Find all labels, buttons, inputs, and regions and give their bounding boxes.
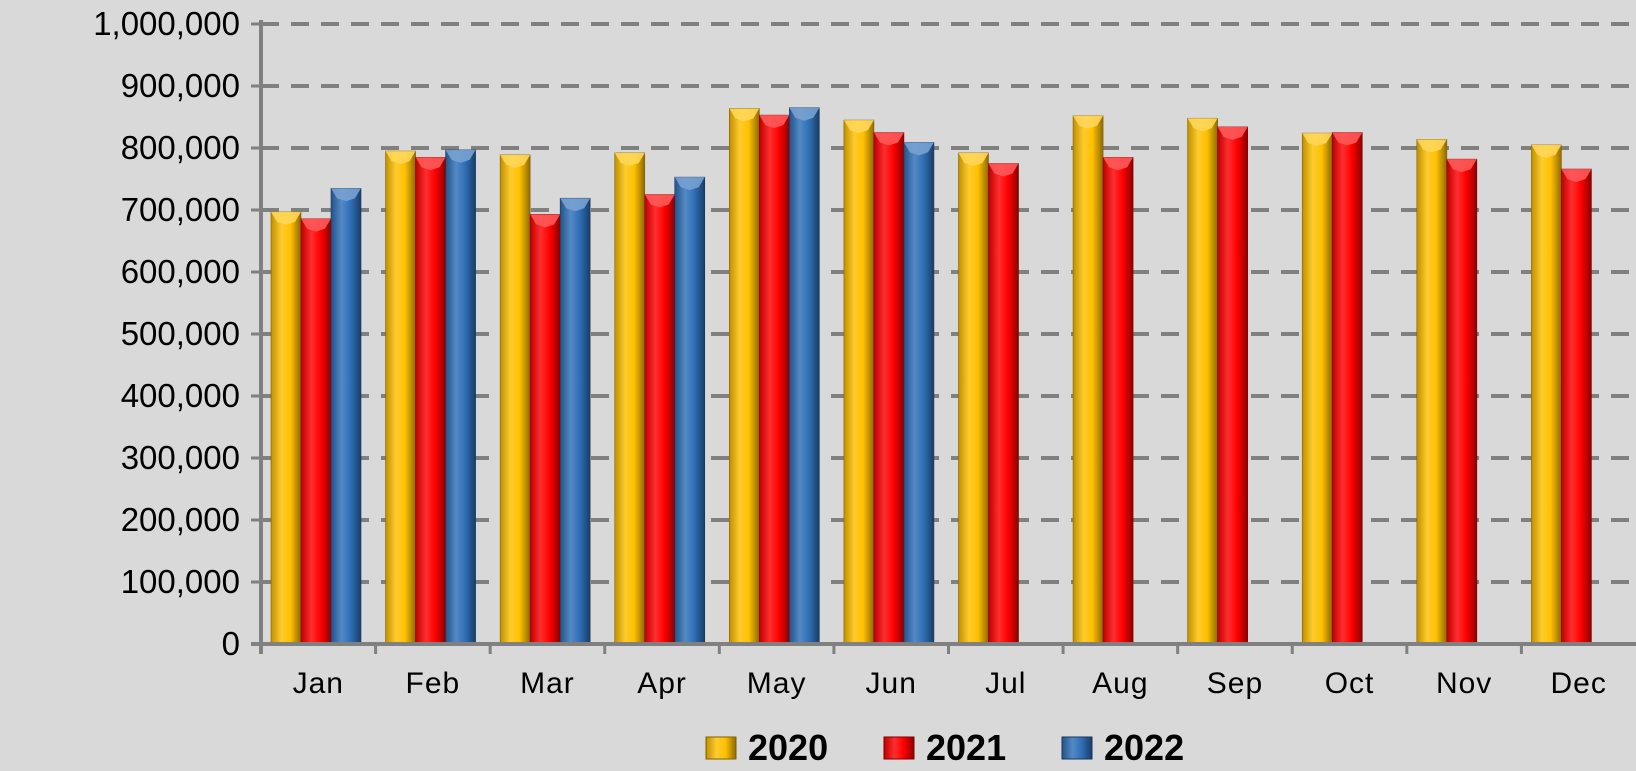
x-tick-label: Nov xyxy=(1436,667,1492,700)
y-tick-label: 1,000,000 xyxy=(93,5,240,42)
bar-2020-Oct xyxy=(1301,132,1333,645)
x-tick-label: Feb xyxy=(406,667,461,700)
bar-2021-Jan xyxy=(300,218,332,645)
bar-cap xyxy=(1217,126,1248,140)
bar-2021-Jun xyxy=(873,132,905,645)
bar-2020-Jun xyxy=(843,119,875,645)
x-tick-label: Jan xyxy=(293,667,344,700)
bar-cap xyxy=(1187,118,1218,132)
bar-cap xyxy=(445,149,476,163)
axes: 0 100,000 200,000 300,000 400,000 500,000 600,… xyxy=(93,5,1636,700)
bar-2021-Jul xyxy=(988,163,1019,645)
bar-2021-Oct xyxy=(1331,132,1363,645)
x-tick-label: May xyxy=(747,667,807,700)
y-tick-label: 900,000 xyxy=(121,67,240,104)
y-tick-label: 300,000 xyxy=(121,439,240,476)
legend-label-2020: 2020 xyxy=(748,727,828,766)
x-tick-label: Aug xyxy=(1092,667,1148,700)
legend-swatch-2020 xyxy=(705,736,737,760)
bar-cap xyxy=(530,214,561,228)
bar-2020-Feb xyxy=(385,150,416,645)
bar-cap xyxy=(729,108,760,122)
y-tick-label: 500,000 xyxy=(121,315,240,352)
bar-2022-May xyxy=(789,107,820,645)
legend-label-2022: 2022 xyxy=(1104,727,1184,766)
bar-2020-Nov xyxy=(1416,139,1448,645)
bar-cap xyxy=(988,163,1019,177)
y-tick-label: 400,000 xyxy=(121,377,240,414)
bar-cap xyxy=(1332,132,1363,146)
x-tick-label: Mar xyxy=(520,667,575,700)
bars xyxy=(270,107,1592,645)
bar-2021-Feb xyxy=(415,157,446,645)
bar-2021-Dec xyxy=(1561,168,1592,645)
bar-2020-Jul xyxy=(958,152,989,645)
bar-cap xyxy=(1446,159,1477,173)
legend: 2020 2021 2022 xyxy=(705,727,1184,768)
y-tick-label: 800,000 xyxy=(121,129,240,166)
legend-swatch-2022 xyxy=(1061,736,1093,760)
bar-cap xyxy=(331,188,361,202)
bar-2020-Mar xyxy=(499,154,531,645)
bar-2021-May xyxy=(759,114,790,645)
bar-cap xyxy=(843,120,874,134)
x-tick-label: Apr xyxy=(637,667,687,700)
y-tick-label: 200,000 xyxy=(121,501,240,538)
bar-2021-Apr xyxy=(644,194,676,645)
y-tick-label: 600,000 xyxy=(121,253,240,290)
bar-cap xyxy=(759,115,790,129)
bar-cap xyxy=(301,218,331,232)
bar-2020-Jan xyxy=(270,211,302,645)
gridlines xyxy=(261,22,1636,584)
bar-cap xyxy=(644,194,675,208)
legend-label-2021: 2021 xyxy=(926,727,1006,766)
bar-cap xyxy=(873,132,904,146)
bar-cap xyxy=(789,107,820,121)
x-tick-label: Jul xyxy=(985,667,1026,700)
bar-cap xyxy=(1416,139,1447,153)
bar-2020-Aug xyxy=(1072,115,1104,645)
bar-cap xyxy=(560,198,591,212)
bar-2020-Dec xyxy=(1531,144,1562,645)
bar-cap xyxy=(271,211,301,225)
bar-cap xyxy=(415,157,446,171)
bar-2021-Mar xyxy=(529,214,561,645)
bar-2020-Apr xyxy=(614,152,646,645)
bar-cap xyxy=(958,152,989,166)
y-tick-label: 700,000 xyxy=(121,191,240,228)
x-tick-label: Sep xyxy=(1207,667,1263,700)
bar-2020-Sep xyxy=(1187,117,1218,645)
bar-2022-Jun xyxy=(903,142,935,645)
bar-cap xyxy=(674,177,705,191)
bar-cap xyxy=(1073,115,1104,129)
bar-2021-Sep xyxy=(1217,126,1248,645)
bar-2020-May xyxy=(729,108,760,645)
x-tick-label: Oct xyxy=(1325,667,1375,700)
bar-2022-Jan xyxy=(330,188,362,645)
x-tick-label: Jun xyxy=(866,667,917,700)
bar-cap xyxy=(903,142,934,156)
bar-cap xyxy=(1103,157,1134,171)
bar-cap xyxy=(614,152,645,166)
bar-cap xyxy=(385,151,416,165)
y-tick-label: 100,000 xyxy=(121,563,240,600)
bar-cap xyxy=(500,154,531,168)
legend-swatch-2021 xyxy=(883,736,915,760)
y-tick-label: 0 xyxy=(222,625,240,662)
bar-2022-Mar xyxy=(559,197,591,645)
bar-2021-Aug xyxy=(1102,157,1134,645)
bar-cap xyxy=(1531,144,1562,158)
bar-2022-Apr xyxy=(674,176,706,645)
x-tick-label: Dec xyxy=(1551,667,1607,700)
bar-cap xyxy=(1561,169,1592,183)
bar-2022-Feb xyxy=(445,149,476,645)
bar-cap xyxy=(1302,133,1333,147)
bar-2021-Nov xyxy=(1446,158,1478,645)
